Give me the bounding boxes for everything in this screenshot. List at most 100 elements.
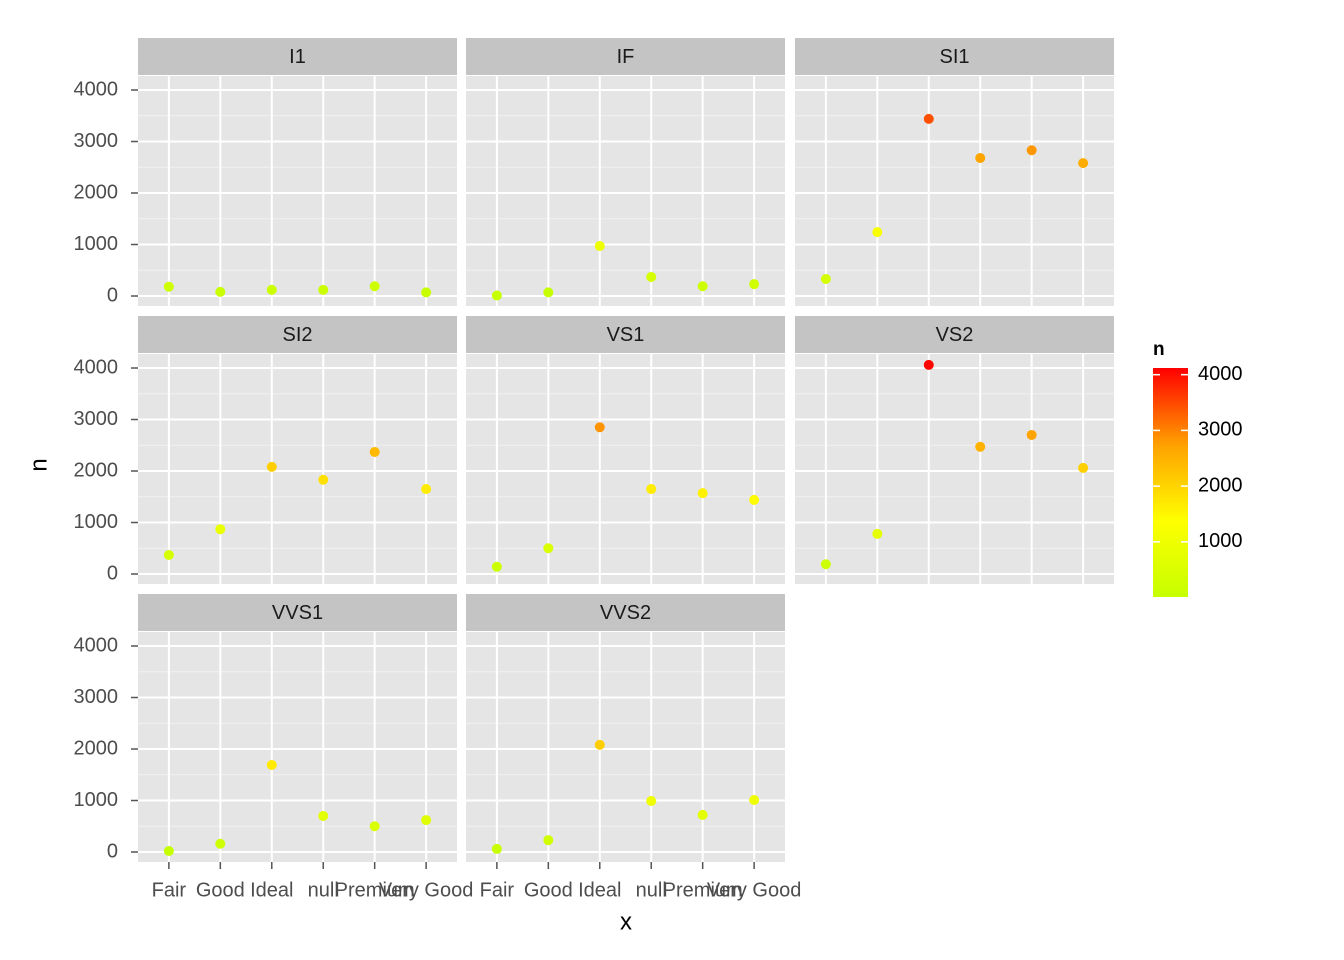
- strip: [795, 316, 1114, 353]
- point: [421, 815, 432, 826]
- point: [215, 286, 226, 297]
- point: [697, 488, 708, 499]
- y-tick-label: 3000: [74, 130, 119, 152]
- point: [923, 359, 934, 370]
- strip: [466, 38, 785, 75]
- point: [820, 274, 831, 285]
- point: [923, 113, 934, 124]
- point: [266, 759, 277, 770]
- point: [646, 271, 657, 282]
- panel: [795, 76, 1114, 306]
- point: [266, 461, 277, 472]
- strip-title: IF: [617, 46, 635, 68]
- point: [820, 559, 831, 570]
- point: [421, 287, 432, 298]
- panel: [138, 354, 457, 584]
- y-tick-label: 1000: [74, 511, 119, 533]
- strip-title: VS2: [936, 324, 974, 346]
- point: [163, 281, 174, 292]
- y-axis-label: n: [25, 458, 52, 471]
- strip-title: VVS2: [600, 602, 651, 624]
- y-tick-label: 2000: [74, 737, 119, 759]
- x-tick-label: Good: [196, 879, 245, 901]
- x-tick-label: Fair: [480, 879, 515, 901]
- point: [491, 290, 502, 301]
- point: [421, 484, 432, 495]
- point: [163, 845, 174, 856]
- x-tick-label: null: [636, 879, 667, 901]
- strip-title: SI1: [939, 46, 969, 68]
- x-tick-label: Very Good: [379, 879, 474, 901]
- panel: [466, 76, 785, 306]
- strip-title: I1: [289, 46, 306, 68]
- legend-tick-label: 3000: [1198, 419, 1243, 441]
- y-tick-label: 4000: [74, 78, 119, 100]
- point: [318, 284, 329, 295]
- strip: [466, 594, 785, 631]
- y-tick-label: 3000: [74, 686, 119, 708]
- point: [1026, 145, 1037, 156]
- point: [872, 227, 883, 238]
- point: [1026, 429, 1037, 440]
- colorbar: [1153, 368, 1188, 597]
- point: [318, 474, 329, 485]
- point: [318, 810, 329, 821]
- strip-title: SI2: [282, 324, 312, 346]
- point: [749, 794, 760, 805]
- y-tick-label: 2000: [74, 459, 119, 481]
- x-tick-label: Fair: [152, 879, 187, 901]
- legend-title: n: [1153, 339, 1165, 360]
- y-tick-label: 0: [107, 562, 118, 584]
- point: [749, 279, 760, 290]
- x-tick-label: Ideal: [250, 879, 293, 901]
- x-tick-label: Ideal: [578, 879, 621, 901]
- point: [697, 281, 708, 292]
- point: [975, 152, 986, 163]
- panel: [466, 354, 785, 584]
- x-tick-label: null: [308, 879, 339, 901]
- strip: [795, 38, 1114, 75]
- point: [543, 835, 554, 846]
- y-tick-label: 1000: [74, 233, 119, 255]
- point: [266, 284, 277, 295]
- x-tick-label: Very Good: [707, 879, 802, 901]
- point: [543, 543, 554, 554]
- point: [369, 821, 380, 832]
- x-axis-label: x: [620, 908, 632, 935]
- x-tick-label: Premium: [335, 879, 415, 901]
- strip: [138, 594, 457, 631]
- panel: [466, 632, 785, 862]
- point: [163, 549, 174, 560]
- point: [1078, 158, 1089, 169]
- panel: [138, 76, 457, 306]
- y-tick-label: 0: [107, 840, 118, 862]
- strip: [138, 38, 457, 75]
- point: [749, 494, 760, 505]
- point: [872, 528, 883, 539]
- y-tick-label: 2000: [74, 181, 119, 203]
- point: [369, 446, 380, 457]
- strip-title: VS1: [607, 324, 645, 346]
- y-tick-label: 3000: [74, 408, 119, 430]
- panel: [795, 354, 1114, 584]
- point: [491, 561, 502, 572]
- legend-tick-label: 1000: [1198, 530, 1243, 552]
- point: [594, 422, 605, 433]
- point: [646, 484, 657, 495]
- point: [697, 809, 708, 820]
- point: [215, 838, 226, 849]
- point: [491, 843, 502, 854]
- y-tick-label: 4000: [74, 356, 119, 378]
- legend-tick-label: 4000: [1198, 363, 1243, 385]
- strip: [138, 316, 457, 353]
- point: [646, 796, 657, 807]
- point: [594, 739, 605, 750]
- point: [1078, 462, 1089, 473]
- y-tick-label: 0: [107, 284, 118, 306]
- x-tick-label: Premium: [663, 879, 743, 901]
- panel: [138, 632, 457, 862]
- y-tick-label: 4000: [74, 634, 119, 656]
- legend-tick-label: 2000: [1198, 474, 1243, 496]
